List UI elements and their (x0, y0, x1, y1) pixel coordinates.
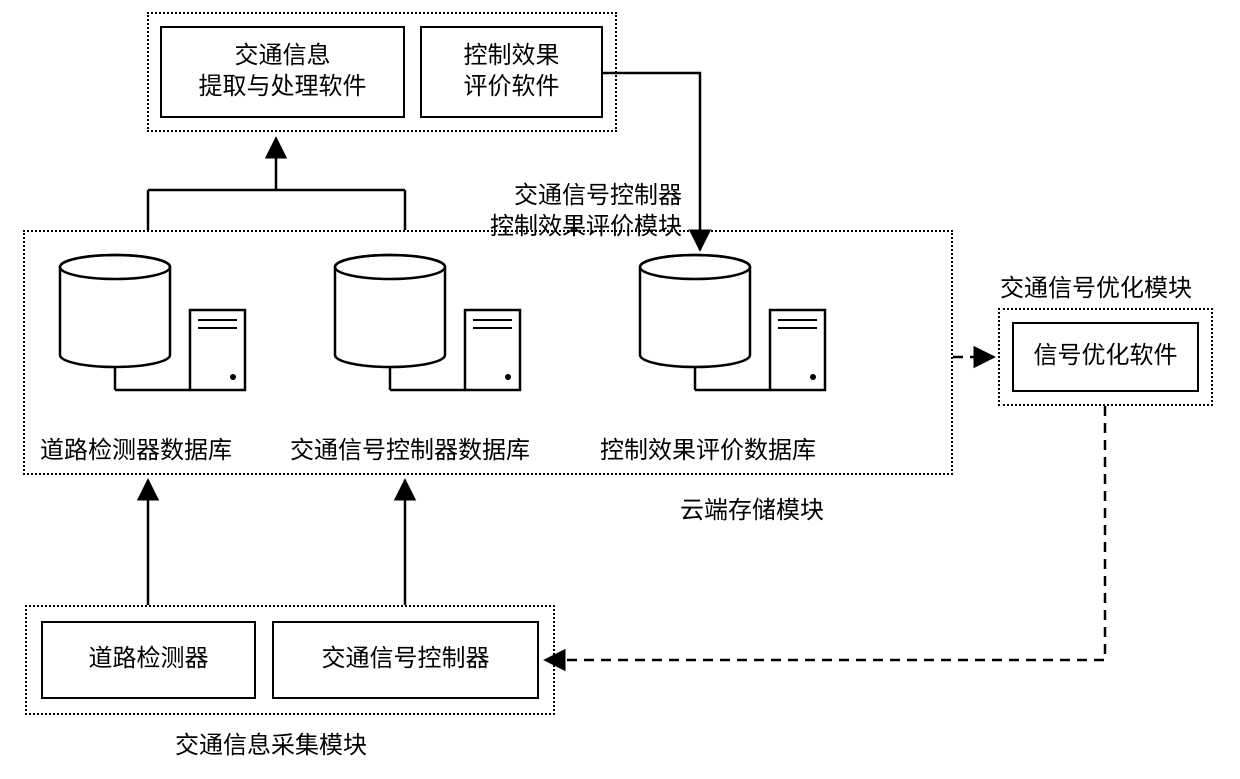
db2-label: 交通信号控制器数据库 (290, 430, 530, 465)
opt-module-name: 交通信号优化模块 (1000, 268, 1192, 303)
diagram-canvas: 交通信息提取与处理软件 控制效果评价软件 交通信号控制器控制效果评价模块 信号优… (0, 0, 1240, 779)
signal-opt-software-box: 信号优化软件 (1012, 322, 1199, 392)
eval-software-label: 控制效果评价软件 (464, 41, 560, 103)
signal-controller-box: 交通信号控制器 (272, 621, 539, 699)
eval-software-box: 控制效果评价软件 (420, 26, 603, 118)
road-detector-label: 道路检测器 (89, 644, 209, 675)
signal-opt-software-label: 信号优化软件 (1034, 341, 1178, 372)
collection-module-name: 交通信息采集模块 (175, 725, 367, 760)
cloud-module-name: 云端存储模块 (680, 490, 824, 525)
db3-label: 控制效果评价数据库 (600, 430, 816, 465)
signal-controller-label: 交通信号控制器 (322, 644, 490, 675)
info-process-software-label: 交通信息提取与处理软件 (199, 41, 367, 103)
info-process-software-box: 交通信息提取与处理软件 (160, 26, 405, 118)
road-detector-box: 道路检测器 (41, 621, 256, 699)
db1-label: 道路检测器数据库 (40, 430, 232, 465)
